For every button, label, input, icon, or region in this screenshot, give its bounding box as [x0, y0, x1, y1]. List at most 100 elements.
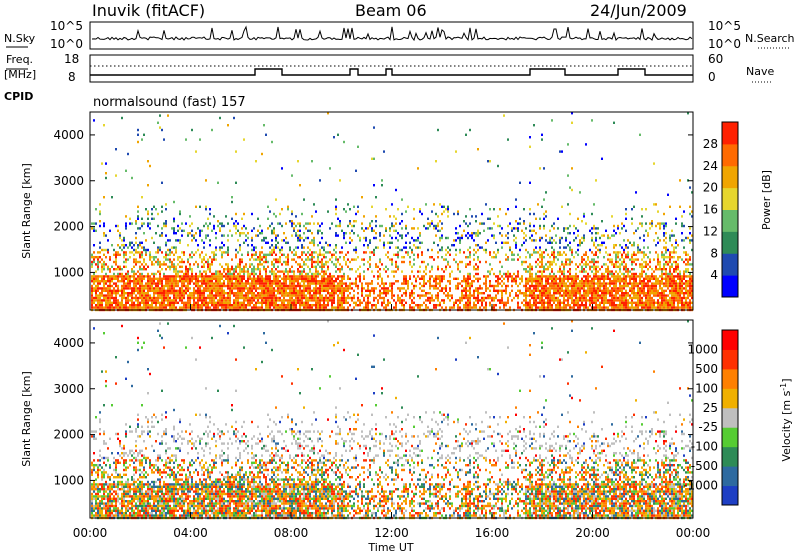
scatter-cell	[201, 296, 203, 300]
scatter-cell	[283, 292, 285, 295]
scatter-cell	[417, 294, 419, 297]
scatter-cell	[287, 272, 289, 276]
scatter-cell	[397, 256, 399, 259]
scatter-cell	[303, 284, 305, 288]
scatter-cell	[473, 280, 475, 283]
scatter-cell	[303, 198, 305, 201]
scatter-cell	[319, 253, 321, 256]
scatter-cell	[143, 248, 145, 252]
scatter-cell	[243, 224, 245, 228]
scatter-cell	[601, 299, 603, 302]
scatter-cell	[533, 212, 535, 216]
scatter-cell	[529, 212, 531, 216]
scatter-cell	[229, 270, 231, 273]
scatter-cell	[567, 275, 569, 278]
scatter-cell	[571, 248, 573, 252]
scatter-cell	[197, 277, 199, 280]
scatter-cell	[499, 224, 501, 228]
scatter-cell	[529, 280, 531, 283]
scatter-cell	[319, 241, 321, 244]
scatter-cell	[511, 229, 513, 232]
scatter-cell	[181, 287, 183, 290]
scatter-cell	[183, 251, 185, 254]
scatter-cell	[603, 277, 605, 280]
scatter-cell	[541, 260, 543, 264]
scatter-cell	[513, 296, 515, 300]
scatter-cell	[199, 229, 201, 232]
scatter-cell	[363, 251, 365, 254]
scatter-cell	[91, 296, 93, 300]
scatter-cell	[221, 304, 223, 307]
scatter-cell	[621, 272, 623, 276]
scatter-cell	[575, 227, 577, 230]
scatter-cell	[489, 160, 491, 163]
scatter-cell	[339, 280, 341, 283]
scatter-cell	[361, 227, 363, 230]
scatter-cell	[109, 301, 111, 304]
scatter-cell	[287, 306, 289, 309]
scatter-cell	[211, 128, 213, 132]
scatter-cell	[169, 275, 171, 278]
scatter-cell	[201, 294, 203, 297]
scatter-cell	[187, 268, 189, 271]
scatter-cell	[287, 301, 289, 304]
scatter-cell	[619, 270, 621, 273]
scatter-cell	[383, 282, 385, 285]
scatter-cell	[541, 275, 543, 278]
scatter-cell	[563, 299, 565, 302]
scatter-cell	[195, 304, 197, 307]
scatter-cell	[555, 234, 557, 237]
scatter-cell	[533, 289, 535, 292]
scatter-cell	[535, 246, 537, 249]
scatter-cell	[517, 222, 519, 225]
scatter-cell	[613, 306, 615, 309]
scatter-cell	[165, 222, 167, 225]
scatter-cell	[201, 284, 203, 288]
scatter-cell	[543, 167, 545, 170]
scatter-cell	[197, 265, 199, 268]
scatter-cell	[395, 217, 397, 220]
scatter-cell	[115, 263, 117, 266]
scatter-cell	[259, 282, 261, 285]
scatter-cell	[295, 260, 297, 264]
scatter-cell	[169, 268, 171, 271]
scatter-cell	[185, 268, 187, 271]
scatter-cell	[159, 114, 161, 117]
scatter-cell	[183, 229, 185, 232]
scatter-cell	[487, 239, 489, 242]
scatter-cell	[115, 268, 117, 271]
scatter-cell	[159, 126, 161, 129]
scatter-cell	[101, 248, 103, 252]
scatter-cell	[291, 234, 293, 237]
scatter-cell	[613, 246, 615, 249]
scatter-cell	[119, 253, 121, 256]
scatter-cell	[341, 296, 343, 300]
scatter-cell	[311, 256, 313, 259]
scatter-cell	[91, 292, 93, 295]
scatter-cell	[239, 272, 241, 276]
scatter-cell	[403, 282, 405, 285]
scatter-cell	[273, 270, 275, 273]
scatter-cell	[369, 251, 371, 254]
scatter-cell	[277, 292, 279, 295]
scatter-cell	[593, 296, 595, 300]
scatter-cell	[111, 196, 113, 199]
scatter-cell	[595, 232, 597, 235]
scatter-cell	[147, 284, 149, 288]
scatter-cell	[321, 268, 323, 271]
scatter-cell	[571, 284, 573, 288]
scatter-cell	[493, 296, 495, 300]
scatter-cell	[301, 289, 303, 292]
scatter-cell	[409, 275, 411, 278]
scatter-cell	[591, 301, 593, 304]
scatter-cell	[569, 277, 571, 280]
scatter-cell	[601, 284, 603, 288]
scatter-cell	[207, 224, 209, 228]
scatter-cell	[185, 275, 187, 278]
scatter-cell	[289, 304, 291, 307]
scatter-cell	[553, 294, 555, 297]
scatter-cell	[613, 296, 615, 300]
scatter-cell	[475, 296, 477, 300]
scatter-cell	[211, 272, 213, 276]
scatter-cell	[335, 234, 337, 237]
